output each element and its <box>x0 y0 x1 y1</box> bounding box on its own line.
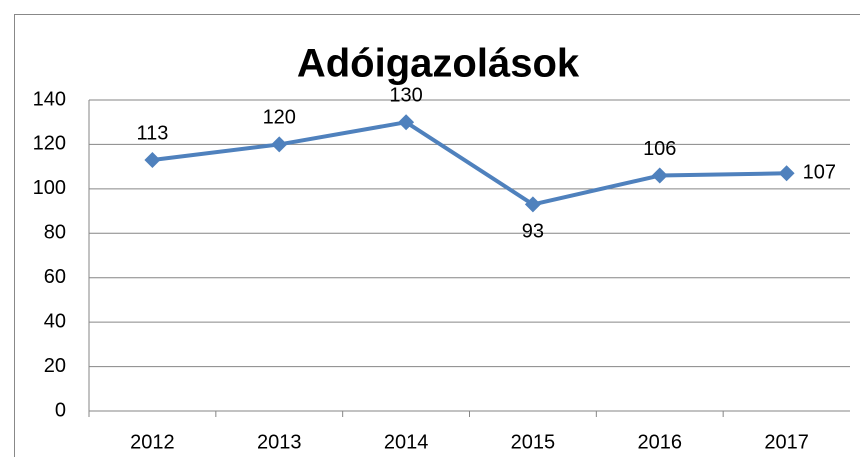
x-tick-label: 2017 <box>764 431 809 453</box>
y-tick-label: 140 <box>33 88 66 110</box>
data-label: 107 <box>803 162 836 184</box>
data-label: 130 <box>389 84 422 106</box>
chart-title: Adóigazolások <box>297 42 580 86</box>
y-tick-label: 40 <box>44 310 66 332</box>
x-tick-label: 2014 <box>384 431 429 453</box>
y-tick-label: 60 <box>44 266 66 288</box>
data-label: 120 <box>263 107 296 129</box>
y-tick-label: 100 <box>33 177 66 199</box>
y-tick-label: 120 <box>33 133 66 155</box>
data-label: 93 <box>522 221 544 243</box>
x-tick-label: 2012 <box>130 431 175 453</box>
x-tick-label: 2015 <box>511 431 556 453</box>
data-label: 106 <box>643 138 676 160</box>
y-tick-label: 80 <box>44 222 66 244</box>
x-tick-label: 2016 <box>638 431 683 453</box>
y-tick-label: 0 <box>55 399 66 421</box>
x-tick-label: 2013 <box>257 431 302 453</box>
data-label: 113 <box>136 122 168 144</box>
y-tick-label: 20 <box>44 355 66 377</box>
